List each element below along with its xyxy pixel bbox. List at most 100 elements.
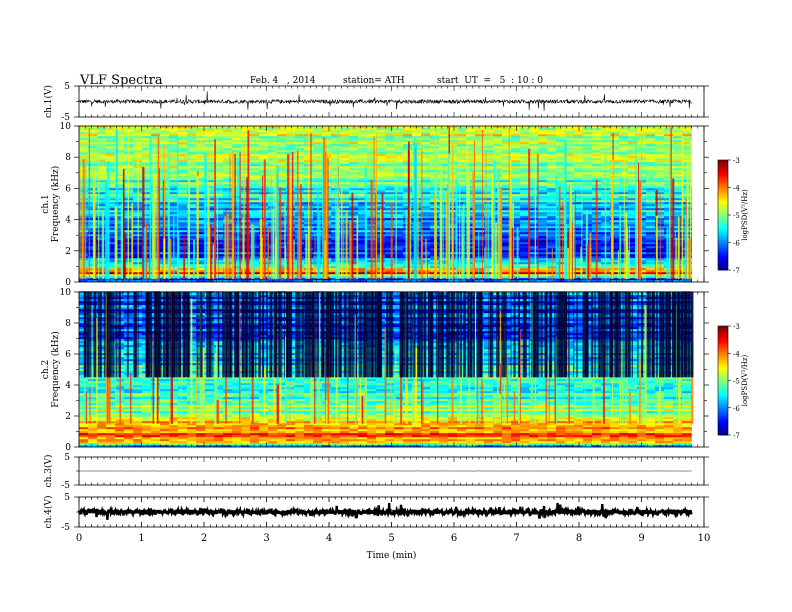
spec-cell [529, 202, 539, 205]
spec-cell [142, 176, 152, 179]
spec-cell [358, 168, 368, 171]
spec-cell [232, 172, 242, 175]
spec-cell [484, 160, 494, 163]
spec-cell [511, 202, 521, 205]
spec-cell [655, 232, 665, 235]
spec-cell [664, 224, 674, 227]
spec-cell [250, 160, 260, 163]
spec-cell [538, 186, 548, 189]
spec-cell [349, 228, 359, 231]
spec-cell [250, 242, 260, 245]
spec-cell [106, 270, 116, 273]
spec-cell [502, 276, 512, 279]
spec-cell [142, 162, 152, 165]
spec-cell [673, 178, 683, 181]
spec-cell [115, 160, 125, 163]
spec-cell [592, 150, 602, 153]
spec-cell [250, 184, 260, 187]
spec-cell [88, 228, 98, 231]
spec-cell [214, 152, 224, 155]
spec-cell [574, 210, 584, 213]
spec-cell [259, 202, 269, 205]
spec-cell [664, 238, 674, 241]
spec-cell [187, 234, 197, 237]
spec-cell [628, 262, 638, 265]
spec-cell [403, 236, 413, 239]
spec-cell [88, 182, 98, 185]
spec-cell [529, 218, 539, 221]
spec-cell [475, 260, 485, 263]
spec-cell [421, 146, 431, 149]
spec-cell [628, 216, 638, 219]
spec-cell [259, 242, 269, 245]
spec-cell [205, 166, 215, 169]
spec-cell [466, 150, 476, 153]
spec-cell [106, 200, 116, 203]
spec-cell [259, 260, 269, 263]
spec-cell [241, 200, 251, 203]
spec-cell [106, 208, 116, 211]
spec-cell [610, 210, 620, 213]
spec-cell [106, 166, 116, 169]
spec-cell [520, 172, 530, 175]
spec-cell [475, 258, 485, 261]
spec-cell [88, 216, 98, 219]
spec-cell [610, 264, 620, 267]
spec-cell [466, 148, 476, 151]
spec-cell [619, 216, 629, 219]
spec-cell [574, 150, 584, 153]
spec-cell [421, 168, 431, 171]
spec-cell [664, 154, 674, 157]
spec-cell [403, 264, 413, 267]
spec-cell [664, 156, 674, 159]
spec-cell [97, 274, 107, 277]
spec-cell [241, 230, 251, 233]
spec-cell [610, 190, 620, 193]
spec-cell [475, 186, 485, 189]
spec-cell [88, 270, 98, 273]
spec-cell [538, 250, 548, 253]
spec-cell [196, 278, 206, 281]
spec-cell [403, 148, 413, 151]
spec-cell [259, 216, 269, 219]
spec-cell [97, 242, 107, 245]
spec-cell [349, 216, 359, 219]
spec-cell [205, 190, 215, 193]
spec-cell [457, 168, 467, 171]
spec-cell [358, 156, 368, 159]
spec-cell [214, 240, 224, 243]
spec-cell [475, 224, 485, 227]
spec-cell [421, 204, 431, 207]
spec-cell [502, 230, 512, 233]
spec-cell [664, 174, 674, 177]
spec-cell [349, 260, 359, 263]
spec-cell [619, 230, 629, 233]
spec-cell [232, 170, 242, 173]
spec-cell [457, 188, 467, 191]
spec-cell [664, 146, 674, 149]
spec-cell [106, 240, 116, 243]
spec-cell [691, 180, 692, 183]
spec-cell [556, 210, 566, 213]
spec-cell [538, 196, 548, 199]
spec-cell [232, 272, 242, 275]
spec-cell [547, 182, 557, 185]
spec-cell [223, 178, 233, 181]
spec-cell [466, 244, 476, 247]
spec-cell [340, 182, 350, 185]
spec-cell [475, 262, 485, 265]
spec-cell [277, 216, 287, 219]
spec-cell [232, 182, 242, 185]
spec-cell [394, 190, 404, 193]
spec-cell [313, 172, 323, 175]
spec-cell [376, 172, 386, 175]
spec-cell [340, 152, 350, 155]
spec-cell [628, 246, 638, 249]
spec-cell [349, 252, 359, 255]
spec-cell [106, 250, 116, 253]
spec-cell [673, 184, 683, 187]
spec-cell [592, 158, 602, 161]
spec-cell [277, 192, 287, 195]
spec-cell [385, 276, 395, 279]
spec-cell [358, 220, 368, 223]
